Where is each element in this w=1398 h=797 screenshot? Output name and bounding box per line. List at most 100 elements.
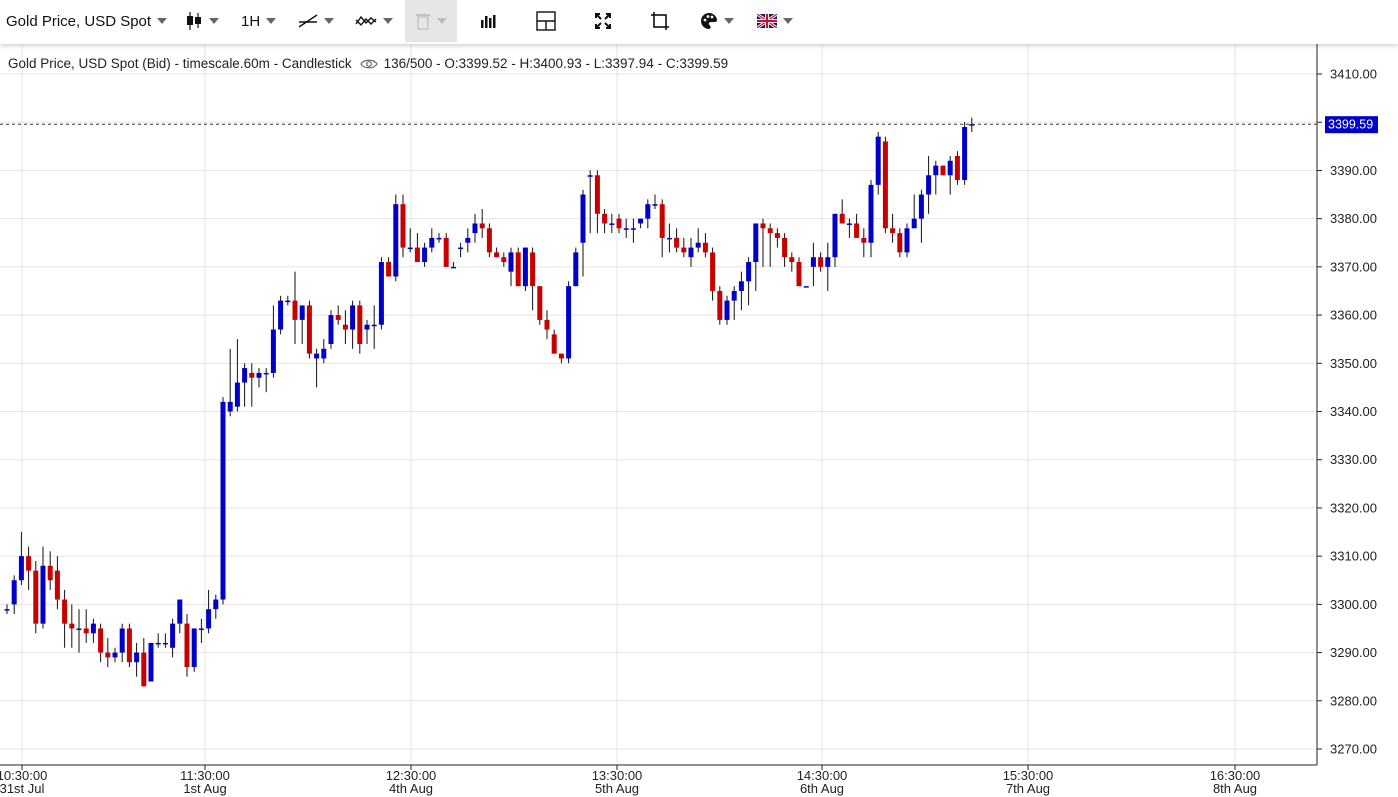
candle-body-up (393, 204, 399, 277)
candle-body-down (292, 300, 298, 320)
candle (170, 618, 176, 658)
delete-drawing-button[interactable] (405, 0, 457, 42)
candle-body-down (544, 319, 550, 330)
candle-body-up (630, 228, 636, 230)
candle (566, 281, 572, 364)
candle (508, 247, 514, 287)
candle (263, 368, 269, 393)
instrument-selector[interactable]: Gold Price, USD Spot (6, 0, 168, 42)
candle-body-down (26, 556, 32, 571)
candle (191, 628, 197, 672)
candle-body-down (602, 213, 608, 224)
candle-body-up (364, 324, 370, 330)
candle-body-up (270, 329, 276, 373)
candles (4, 117, 975, 687)
x-tick-time: 11:30:00 (180, 768, 230, 783)
candle (429, 228, 435, 253)
candle (119, 623, 125, 663)
candle (839, 199, 845, 224)
legend-stats: 136/500 - O:3399.52 - H:3400.93 - L:3397… (383, 56, 729, 71)
candle (314, 348, 320, 388)
fit-chart-button[interactable] (651, 0, 669, 42)
candle-body-up (263, 372, 269, 375)
candle-body-down (83, 628, 89, 634)
candle-body-down (789, 257, 795, 263)
candle (738, 271, 744, 311)
candle-body-down (659, 204, 665, 238)
candle (796, 257, 802, 287)
candle-body-up (450, 266, 456, 269)
candle (472, 213, 478, 243)
candle (918, 189, 924, 243)
candle-body-down (861, 237, 867, 243)
candle-body-down (443, 237, 449, 267)
candle (760, 218, 766, 267)
x-tick-time: 16:30:00 (1210, 768, 1261, 783)
candle-body-up (227, 401, 233, 412)
candle-body-up (76, 628, 82, 630)
candle (969, 117, 975, 133)
candle (479, 209, 485, 238)
candle (947, 155, 953, 195)
candle (832, 213, 838, 267)
drawing-tools-selector[interactable] (298, 0, 334, 42)
language-selector[interactable] (757, 0, 793, 42)
fullscreen-button[interactable] (595, 0, 611, 42)
candle (134, 642, 140, 677)
candle-body-up (198, 628, 204, 630)
candle (40, 546, 46, 629)
y-tick-label: 3320.00 (1330, 500, 1377, 515)
candle (227, 348, 233, 417)
candle (285, 295, 291, 306)
eye-icon[interactable] (359, 58, 378, 70)
candle (630, 218, 636, 243)
candle (782, 233, 788, 267)
timeframe-selector[interactable]: 1H (241, 0, 277, 42)
candle (112, 647, 118, 663)
candle (162, 633, 168, 648)
chevron-down-icon (209, 18, 219, 24)
last-price-label: 3399.59 (1328, 118, 1373, 132)
candle-body-up (803, 286, 809, 288)
candle-body-up (666, 237, 672, 240)
chevron-down-icon (724, 18, 734, 24)
candle (594, 170, 600, 234)
candle (407, 228, 413, 253)
chart-grid (0, 44, 1317, 765)
candle-body-up (911, 218, 917, 229)
candle (292, 271, 298, 344)
candle (666, 223, 672, 253)
candle-body-down (386, 262, 392, 277)
legend-title: Gold Price, USD Spot (Bid) - timescale.6… (8, 56, 352, 71)
candle-body-down (710, 252, 716, 291)
trendline-icon (298, 14, 318, 28)
candle (18, 532, 24, 586)
crosshair-button[interactable] (536, 0, 556, 42)
candle (400, 194, 406, 258)
indicators-selector[interactable] (355, 0, 393, 42)
candle-body-up (918, 194, 924, 219)
x-tick-time: 12:30:00 (386, 768, 437, 783)
candle-body-up (256, 372, 262, 378)
candle-body-up (422, 247, 428, 263)
candle-body-up (177, 599, 183, 624)
candle-body-down (767, 228, 773, 234)
candle (422, 242, 428, 267)
candlestick-icon (187, 12, 201, 30)
theme-selector[interactable] (700, 0, 734, 42)
candle-body-up (825, 257, 831, 267)
y-tick-label: 3350.00 (1330, 356, 1377, 371)
candle (753, 223, 759, 291)
candle (537, 286, 543, 325)
candle-body-up (155, 642, 161, 645)
candle-body-down (594, 175, 600, 214)
chart-type-selector[interactable] (185, 0, 219, 42)
candle (731, 286, 737, 320)
candle-body-up (350, 305, 356, 330)
candle-body-down (54, 570, 60, 600)
candle (242, 363, 248, 407)
volume-button[interactable] (480, 0, 496, 42)
candle-body-down (414, 247, 420, 263)
candle (465, 228, 471, 253)
